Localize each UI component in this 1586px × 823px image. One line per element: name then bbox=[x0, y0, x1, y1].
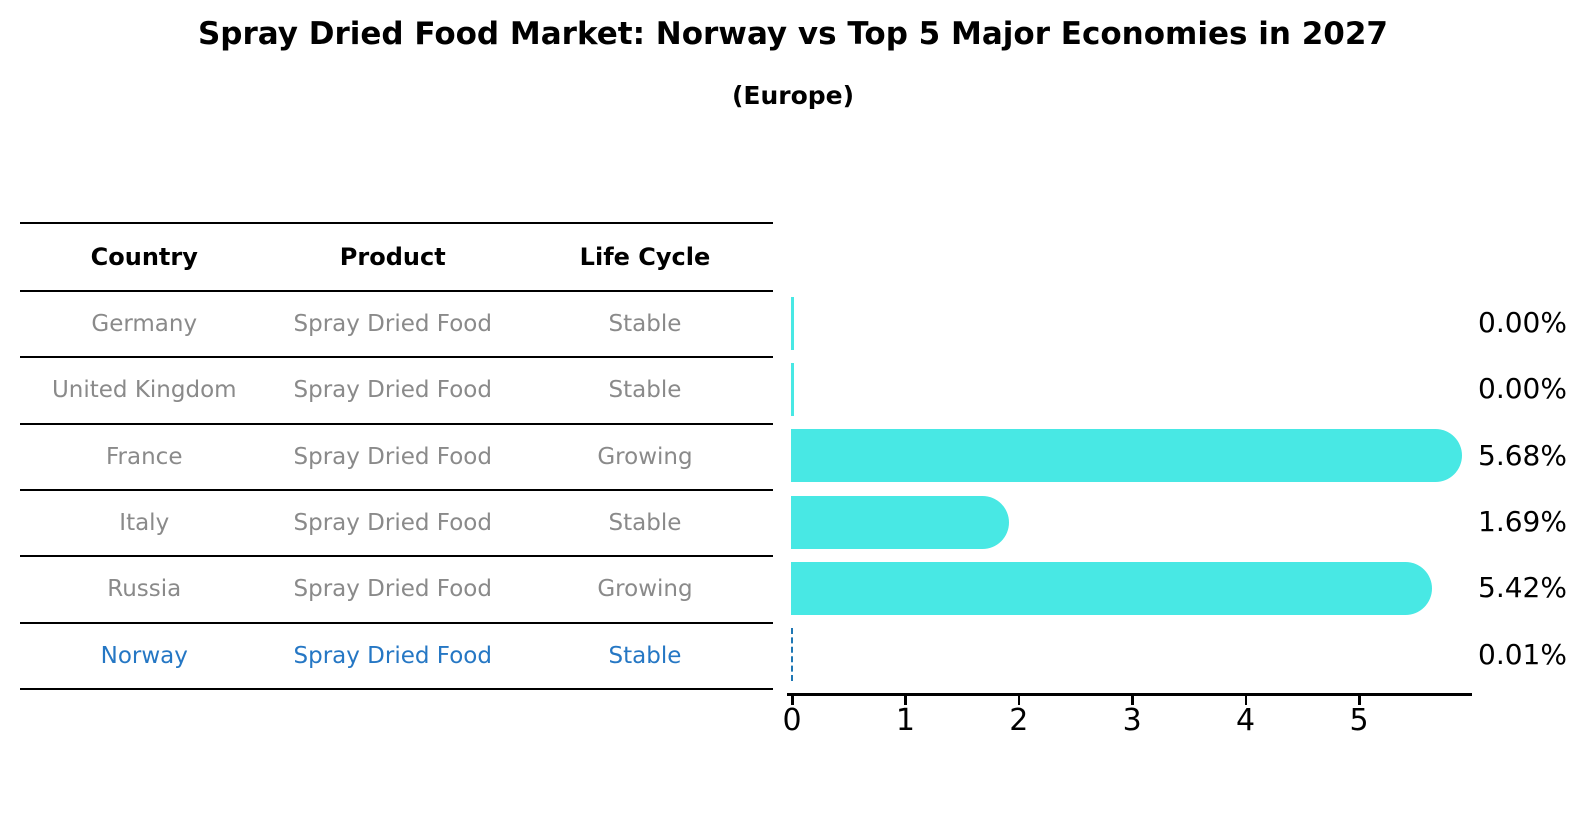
cell-life-cycle: Stable bbox=[608, 510, 682, 537]
chart-bar bbox=[791, 561, 1433, 615]
bar-value-label: 1.69% bbox=[1478, 505, 1567, 539]
cell-life-cycle: Growing bbox=[597, 576, 693, 603]
cell-life-cycle: Stable bbox=[608, 377, 682, 404]
bar-value-label: 5.68% bbox=[1478, 438, 1567, 472]
cell-life-cycle: Stable bbox=[608, 642, 682, 669]
country-table: Country Product Life Cycle Germany Spray … bbox=[20, 222, 773, 690]
table-row: Italy Spray Dried Food Stable bbox=[20, 491, 773, 558]
cell-product: Spray Dried Food bbox=[293, 443, 492, 470]
x-axis-line bbox=[787, 693, 1472, 696]
cell-country: Italy bbox=[119, 510, 170, 537]
table-row: United Kingdom Spray Dried Food Stable bbox=[20, 358, 773, 425]
x-axis-tick bbox=[1358, 695, 1361, 705]
cell-product: Spray Dried Food bbox=[293, 642, 492, 669]
cell-product: Spray Dried Food bbox=[293, 377, 492, 404]
header-product: Product bbox=[339, 243, 446, 271]
x-axis-tick-label: 1 bbox=[895, 703, 915, 738]
table-body: Germany Spray Dried Food Stable United King… bbox=[20, 292, 773, 690]
cell-life-cycle: Stable bbox=[608, 311, 682, 338]
chart-bar bbox=[791, 495, 1010, 549]
x-axis-tick-label: 4 bbox=[1236, 703, 1256, 738]
chart-bar bbox=[791, 429, 1462, 483]
header-life-cycle: Life Cycle bbox=[579, 243, 711, 271]
cell-country: Russia bbox=[107, 576, 182, 603]
bar-value-label: 5.42% bbox=[1478, 571, 1567, 605]
table-row: France Spray Dried Food Growing bbox=[20, 425, 773, 491]
header-country: Country bbox=[90, 243, 198, 271]
bar-norway-dashed-marker bbox=[791, 628, 793, 682]
chart-bar bbox=[791, 362, 794, 416]
table-row: Norway Spray Dried Food Stable bbox=[20, 624, 773, 690]
x-axis-tick bbox=[904, 695, 907, 705]
cell-life-cycle: Growing bbox=[597, 443, 693, 470]
x-axis-tick-label: 3 bbox=[1122, 703, 1142, 738]
x-axis-tick-label: 2 bbox=[1009, 703, 1029, 738]
x-axis-tick-label: 0 bbox=[782, 703, 802, 738]
cell-product: Spray Dried Food bbox=[293, 576, 492, 603]
bar-value-label: 0.00% bbox=[1478, 306, 1567, 340]
cell-country: France bbox=[106, 443, 183, 470]
chart-title: Spray Dried Food Market: Norway vs Top 5… bbox=[197, 16, 1388, 52]
x-axis-tick bbox=[1131, 695, 1134, 705]
x-axis-tick bbox=[1244, 695, 1248, 705]
cell-product: Spray Dried Food bbox=[293, 311, 492, 338]
table-header-row: Country Product Life Cycle bbox=[20, 224, 773, 292]
table-row: Russia Spray Dried Food Growing bbox=[20, 557, 773, 624]
cell-product: Spray Dried Food bbox=[293, 510, 492, 537]
cell-country: Germany bbox=[91, 311, 198, 338]
x-axis-tick bbox=[791, 695, 794, 705]
x-axis-tick bbox=[1017, 695, 1021, 705]
table-row: Germany Spray Dried Food Stable bbox=[20, 292, 773, 359]
cell-country: Norway bbox=[100, 642, 188, 669]
bar-value-label: 0.01% bbox=[1478, 637, 1567, 671]
cell-country: United Kingdom bbox=[51, 377, 237, 404]
bar-value-label: 0.00% bbox=[1478, 372, 1567, 406]
chart-subtitle: (Europe) bbox=[731, 81, 855, 110]
x-axis-tick-label: 5 bbox=[1349, 703, 1369, 738]
chart-bar bbox=[791, 296, 794, 350]
